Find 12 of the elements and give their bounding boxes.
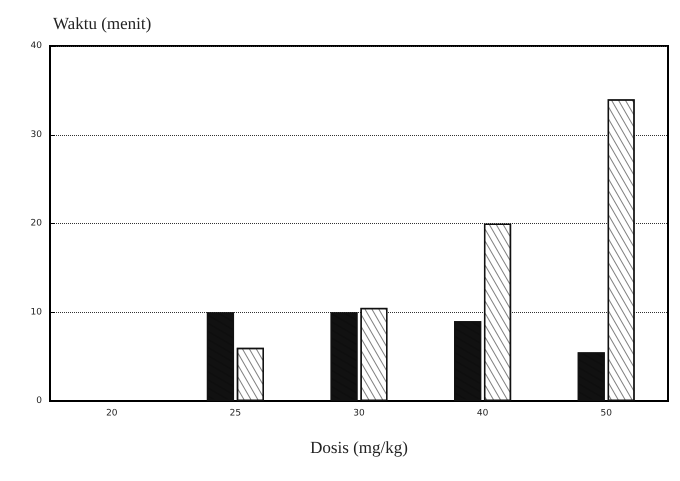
y-tick-label: 20: [30, 218, 42, 228]
y-tick-label: 40: [30, 41, 42, 51]
x-tick-label: 40: [476, 408, 489, 418]
x-tick-label: 30: [353, 408, 365, 418]
x-axis-title: Dosis (mg/kg): [310, 438, 408, 457]
y-tick-label: 0: [36, 396, 42, 406]
y-axis-title: Waktu (menit): [53, 14, 152, 33]
x-tick-label: 25: [230, 408, 242, 418]
x-tick-label: 20: [106, 408, 118, 418]
y-tick-label: 10: [30, 307, 42, 318]
x-tick-label: 50: [600, 408, 612, 418]
y-tick-label: 30: [30, 130, 42, 140]
